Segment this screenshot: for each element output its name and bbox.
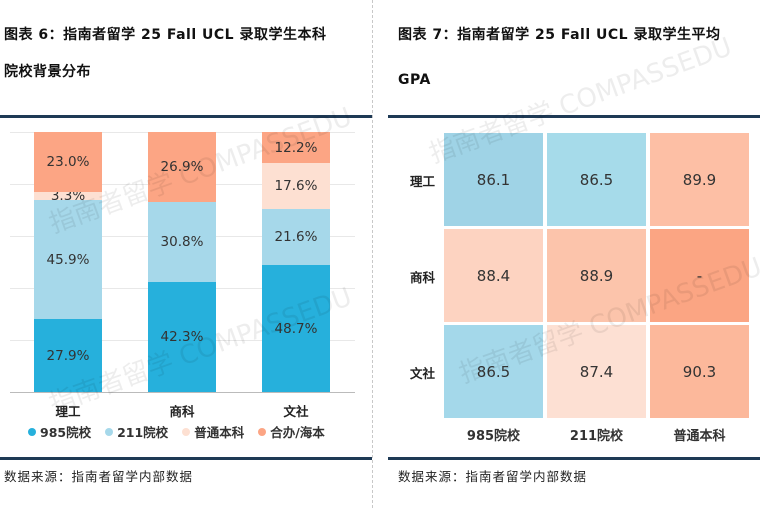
column-label: 985院校 xyxy=(466,429,521,444)
legend-dot-icon xyxy=(28,428,36,436)
right-bottom-rule xyxy=(388,457,760,460)
data-label: 12.2% xyxy=(274,139,318,156)
legend-dot-icon xyxy=(105,428,114,436)
data-label: 42.3% xyxy=(160,329,204,345)
right-source: 数据来源：指南者留学内部数据 xyxy=(398,469,588,484)
bar-segment: 48.7% xyxy=(262,265,330,392)
data-label: 17.6% xyxy=(274,178,318,195)
bar-segment: 21.6% xyxy=(262,209,330,266)
legend-dot-icon xyxy=(258,428,267,436)
data-label: 23.0% xyxy=(46,153,90,170)
heatmap-cell: 90.3 xyxy=(650,325,749,418)
gridline xyxy=(10,392,355,393)
legend-item: 211院校 xyxy=(105,422,168,441)
row-label: 商科 xyxy=(410,269,436,285)
heatmap-cell: - xyxy=(650,229,749,322)
data-label: 21.6% xyxy=(274,229,318,246)
row-label: 文社 xyxy=(410,365,436,381)
right-title-line1: 图表 7：指南者留学 25 Fall UCL 录取学生平均 xyxy=(398,27,721,43)
legend-item: 985院校 xyxy=(28,422,91,441)
bar-segment: 17.6% xyxy=(262,163,330,210)
column-label: 普通本科 xyxy=(673,429,726,444)
left-bottom-rule xyxy=(0,457,372,460)
bar-segment: 3.3% xyxy=(34,188,102,204)
chart-legend: 985院校 211院校 普通本科 合办/海本 xyxy=(28,422,325,441)
bar-segment: 45.9% xyxy=(34,200,102,320)
legend-item: 普通本科 xyxy=(182,422,244,441)
bar-segment: 27.9% xyxy=(34,319,102,392)
legend-label: 211院校 xyxy=(117,425,169,440)
heatmap-cell: 88.9 xyxy=(547,229,646,322)
heatmap-cell: 86.5 xyxy=(547,133,646,226)
data-label: 26.9% xyxy=(160,158,204,175)
category-label: 商科 xyxy=(169,404,195,419)
data-label: 30.8% xyxy=(160,233,204,250)
heatmap-cell: 86.1 xyxy=(444,133,543,226)
left-source: 数据来源：指南者留学内部数据 xyxy=(4,469,194,484)
bar-segment: 12.2% xyxy=(262,131,330,164)
panel-divider xyxy=(372,0,373,508)
left-title-line1: 图表 6：指南者留学 25 Fall UCL 录取学生本科 xyxy=(4,27,327,43)
bar-segment: 23.0% xyxy=(34,131,102,192)
category-label: 文社 xyxy=(283,404,309,419)
category-label: 理工 xyxy=(55,404,81,419)
heatmap-cell: 86.5 xyxy=(444,325,543,418)
data-label: 45.9% xyxy=(46,251,90,268)
legend-label: 普通本科 xyxy=(194,425,245,440)
column-label: 211院校 xyxy=(569,429,624,444)
left-top-rule xyxy=(0,115,372,118)
legend-label: 合办/海本 xyxy=(270,425,325,440)
heatmap-cell: 87.4 xyxy=(547,325,646,418)
bar-segment: 26.9% xyxy=(148,132,216,202)
left-title-line2: 院校背景分布 xyxy=(4,64,91,80)
heatmap-cell: 89.9 xyxy=(650,133,749,226)
data-label: 27.9% xyxy=(46,347,90,364)
right-title-line2: GPA xyxy=(398,72,431,88)
bar-segment: 30.8% xyxy=(148,201,216,283)
stacked-bar-chart: 27.9% 45.9% 3.3% 23.0% 理工 42.3% 30.8% 26.9% 商科 48… xyxy=(0,0,372,508)
row-label: 理工 xyxy=(410,173,436,189)
legend-item: 合办/海本 xyxy=(258,422,325,441)
bar-segment: 42.3% xyxy=(148,282,216,392)
legend-label: 985院校 xyxy=(40,425,92,440)
heatmap-cell: 88.4 xyxy=(444,229,543,322)
data-label: 48.7% xyxy=(274,320,318,337)
right-top-rule xyxy=(388,115,760,118)
data-label: 3.3% xyxy=(50,187,86,204)
legend-dot-icon xyxy=(182,428,191,436)
